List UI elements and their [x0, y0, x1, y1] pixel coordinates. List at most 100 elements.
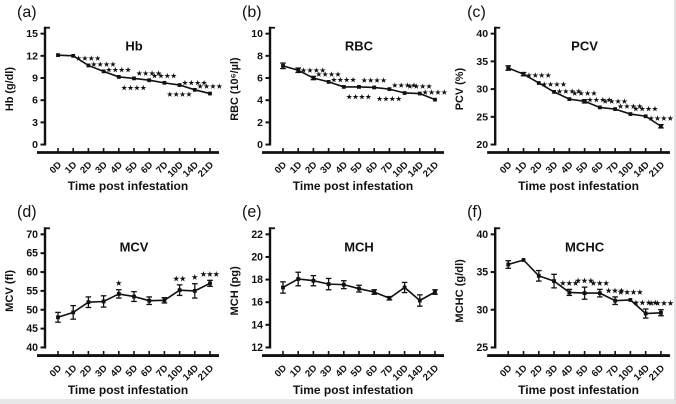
- y-tick-label: 0: [257, 140, 263, 151]
- y-tick-label: 14: [251, 319, 263, 331]
- y-tick-label: 10: [251, 29, 263, 40]
- data-point: [433, 97, 437, 102]
- data-point: [597, 105, 602, 110]
- significance-label: ★★★★: [648, 115, 674, 123]
- chart-panel-d: (d) MCV 40 45 50 55 60 65 70 MCV (fl) 0D 1D 2D 3D 4D 5D…: [0, 200, 225, 404]
- data-point: [162, 80, 167, 85]
- y-tick-label: 20: [251, 251, 263, 263]
- y-tick-label: 12: [251, 342, 263, 354]
- y-tick-label: 0: [32, 140, 38, 151]
- significance-label: ★★★★: [633, 105, 659, 113]
- significance-markers: ★★★★★★★★★★★★★★★★★★★★★★★★★★★★★★★★★★★★: [76, 55, 223, 99]
- y-tick-label: 25: [476, 342, 488, 354]
- data-point: [192, 288, 197, 293]
- x-tick-label: 21D: [647, 160, 667, 180]
- chart-title: MCV: [120, 239, 149, 254]
- data-point: [372, 85, 377, 90]
- data-point: [506, 262, 511, 267]
- y-axis-label: MCV (fl): [4, 270, 16, 312]
- data-point: [326, 282, 331, 287]
- error-bars: [55, 279, 213, 323]
- x-tick-label: 4D: [334, 160, 351, 176]
- x-tick-label: 4D: [559, 160, 576, 176]
- significance-label: ★★★★: [152, 72, 178, 80]
- y-axis: 0 2 4 6 8 10: [251, 26, 275, 151]
- data-point: [402, 285, 407, 290]
- y-tick-label: 9: [32, 74, 38, 85]
- y-tick-label: 4: [257, 96, 263, 107]
- chart-title: RBC: [345, 39, 373, 54]
- panel-letter: (f): [467, 203, 482, 221]
- data-point: [326, 80, 331, 84]
- significance-label: ★★★★: [633, 299, 659, 307]
- y-axis-label: MCHC (g/dl): [454, 259, 466, 323]
- data-point: [597, 291, 602, 296]
- x-tick-label: 5D: [349, 160, 366, 176]
- page-edge-bottom: [0, 399, 676, 404]
- significance-markers: ★★★★★★★★★★★★★★★★★★★★★★★★★★★★★★★★★★★★: [301, 66, 448, 103]
- chart-svg-e: (e) MCH 12 14 16 18 20 22 MCH (pg) 0D1D2D3D4D5D6D…: [229, 203, 444, 397]
- x-tick-label: 1D: [63, 160, 80, 176]
- significance-label: ★★: [173, 275, 186, 283]
- x-axis-label: Time post infestation: [518, 179, 639, 193]
- significance-label: ★★★★: [76, 55, 102, 63]
- y-axis: 40 45 50 55 60 65 70: [26, 227, 50, 354]
- significance-label: ★★★★: [346, 93, 372, 101]
- y-tick-label: 12: [26, 51, 38, 62]
- y-tick-label: 65: [26, 248, 38, 260]
- x-tick-label: 1D: [288, 160, 305, 176]
- significance-label: ★★★★: [557, 88, 583, 96]
- page-edge-right: [674, 0, 676, 404]
- y-tick-label: 45: [26, 323, 38, 335]
- y-axis-label: Hb (g/dl): [4, 67, 16, 111]
- data-point: [628, 112, 633, 116]
- data-point: [192, 87, 197, 92]
- panel-letter: (c): [467, 4, 486, 21]
- chart-svg-f: (f) MCHC 25 30 35 40 MCHC (g/dl) 0D1D2D3D4D5D6D…: [454, 203, 674, 397]
- significance-label: ★★★★: [301, 66, 327, 74]
- panel-letter: (e): [242, 203, 262, 221]
- data-point: [341, 282, 346, 287]
- x-tick-label: 5D: [574, 363, 590, 380]
- data-point: [86, 63, 91, 68]
- data-point: [341, 85, 346, 89]
- x-axis-label: Time post infestation: [68, 383, 188, 397]
- significance-label: ★★★★: [572, 90, 598, 98]
- x-tick-label: 0D: [273, 363, 289, 380]
- x-tick-label: 6D: [364, 363, 380, 380]
- significance-markers: ★★★ ★ ★★★: [116, 270, 220, 287]
- x-tick-label: 0D: [498, 363, 514, 380]
- chart-svg-d: (d) MCV 40 45 50 55 60 65 70 MCV (fl) 0D1D2D3D4D5D…: [4, 203, 220, 397]
- data-point: [536, 273, 541, 278]
- x-axis-label: Time post infestation: [293, 383, 413, 397]
- significance-markers: ★★★★★★★★★★★★★★★★★★★★★★★★: [560, 277, 674, 308]
- significance-markers: ★★★★★★★★★★★★★★★★★★★★★★★★★★★★★★★★★★★★: [526, 72, 674, 123]
- y-axis: 25 30 35 40: [476, 227, 501, 354]
- x-tick-label: 21D: [647, 363, 667, 383]
- data-point: [582, 99, 587, 104]
- data-point: [296, 277, 301, 281]
- data-point: [56, 53, 60, 57]
- y-tick-label: 25: [476, 112, 488, 123]
- data-point: [567, 290, 572, 295]
- significance-label: ★★★★: [182, 79, 208, 87]
- data-point: [613, 298, 618, 303]
- panel-letter: (d): [17, 203, 37, 221]
- y-tick-label: 18: [251, 274, 263, 286]
- significance-label: ★★★★: [316, 71, 342, 79]
- data-point: [311, 278, 316, 283]
- data-point: [132, 76, 136, 81]
- y-tick-label: 20: [476, 140, 488, 151]
- x-tick-label: 0D: [48, 160, 65, 176]
- x-tick-label: 1D: [513, 160, 530, 176]
- chart-panel-c: (c) PCV 20 25 30 35 40 PCV (%) 0D 1D 2D 3D 4D 5D 6D 7D 1…: [450, 0, 676, 200]
- significance-label: ★★★: [606, 287, 626, 295]
- x-tick-label: 3D: [93, 160, 110, 176]
- data-point: [433, 290, 437, 294]
- data-point: [147, 298, 152, 303]
